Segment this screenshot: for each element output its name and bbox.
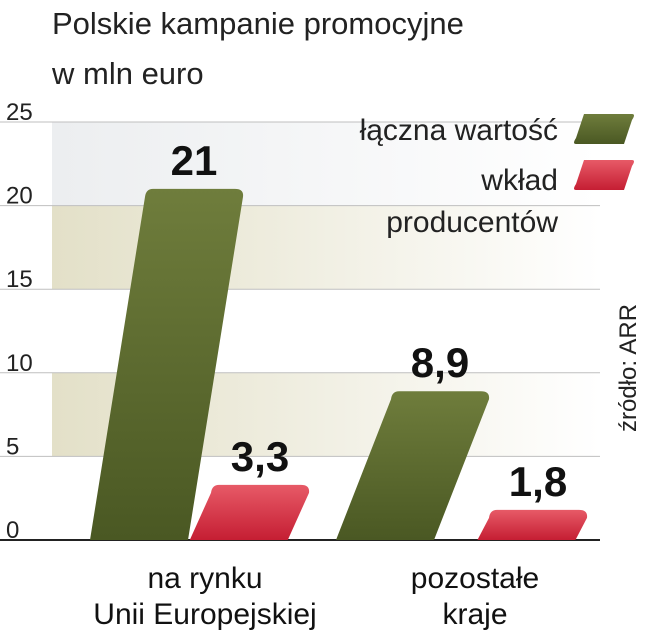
y-tick-label: 20 xyxy=(6,183,33,210)
y-tick-label: 0 xyxy=(6,517,19,544)
grid-band xyxy=(52,122,600,206)
category-label: na rynku xyxy=(147,562,262,595)
data-label: 8,9 xyxy=(411,339,469,386)
y-tick-label: 10 xyxy=(6,350,33,377)
data-label: 21 xyxy=(171,137,218,184)
legend-label: łączna wartość xyxy=(360,114,558,147)
y-axis-ticks: 0 5 10 15 20 25 xyxy=(6,99,33,544)
chart-title: Polskie kampanie promocyjne xyxy=(52,6,464,41)
bar xyxy=(477,509,588,540)
bar xyxy=(336,391,490,540)
bars xyxy=(90,188,588,540)
legend-swatch xyxy=(574,114,634,144)
category-label: pozostałe xyxy=(411,562,539,595)
bar xyxy=(90,188,244,540)
legend: łączna wartość wkład producentów xyxy=(360,114,634,239)
bar xyxy=(189,484,310,540)
y-tick-label: 15 xyxy=(6,266,33,293)
legend-label: wkład xyxy=(480,164,558,197)
chart-subtitle: w mln euro xyxy=(51,56,204,91)
data-label: 1,8 xyxy=(509,458,567,505)
legend-label: producentów xyxy=(386,206,558,239)
source-note: źródło: ARR xyxy=(615,304,642,432)
legend-swatch xyxy=(574,160,634,190)
value-labels: 21 8,9 3,3 1,8 xyxy=(171,137,568,505)
y-tick-label: 25 xyxy=(6,99,33,126)
y-tick-label: 5 xyxy=(6,433,19,460)
data-label: 3,3 xyxy=(231,433,289,480)
category-label: Unii Europejskiej xyxy=(93,598,316,631)
category-label: kraje xyxy=(442,598,507,631)
